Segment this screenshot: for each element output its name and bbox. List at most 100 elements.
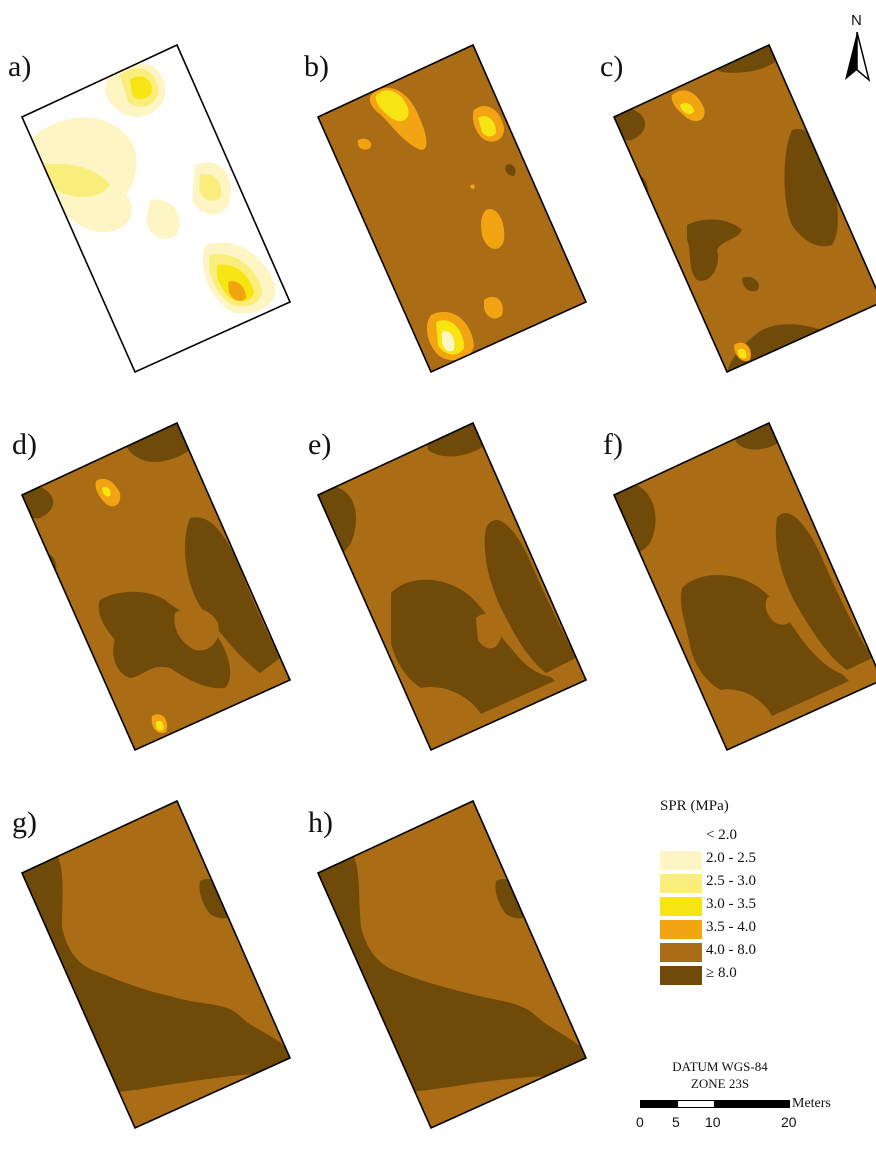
scale-segment-black-1 <box>640 1100 678 1108</box>
legend-swatch <box>660 828 702 847</box>
spr-zone-ge8 <box>22 487 54 519</box>
spr-zone-ge8 <box>98 591 231 689</box>
legend-label: 4.0 - 8.0 <box>706 942 756 958</box>
scale-segment-black-2 <box>714 1100 790 1108</box>
spr-zone-ge8 <box>687 219 742 281</box>
spr-zone-c40_80 <box>238 676 265 690</box>
scale-tick-0: 0 <box>636 1114 644 1130</box>
legend-swatch <box>660 966 702 985</box>
legend-label: 2.0 - 2.5 <box>706 850 756 866</box>
legend-swatch <box>660 897 702 916</box>
spr-zone-c20_25 <box>146 199 180 239</box>
spr-zone-ge8 <box>680 575 860 716</box>
spr-zone-c30_35 <box>737 348 747 359</box>
datum-line-2: ZONE 23S <box>690 1076 750 1091</box>
north-arrow: N <box>840 12 876 84</box>
spr-zone-c40_80 <box>174 607 219 651</box>
map-panel-d <box>20 421 292 752</box>
spr-zone-c40_80 <box>548 670 568 682</box>
map-panel-f <box>612 421 876 752</box>
spr-zone-c40_80 <box>842 671 860 682</box>
legend-swatch <box>660 874 702 893</box>
legend-item: ≥ 8.0 <box>660 965 800 987</box>
spr-zone-c40_80 <box>765 594 794 625</box>
spr-zone-c30_35 <box>680 102 694 114</box>
north-letter: N <box>851 12 862 29</box>
scale-bar: Meters 0 5 10 20 <box>636 1096 840 1136</box>
spr-zone-c35_40 <box>228 281 246 301</box>
spr-zone-ge8 <box>505 164 516 176</box>
spr-zone-ge8 <box>742 276 759 292</box>
legend-item: 3.5 - 4.0 <box>660 919 800 941</box>
spr-zone-ge8 <box>709 45 777 73</box>
spr-zone-c25_30 <box>43 163 111 197</box>
spr-zone-ge8 <box>391 579 561 714</box>
spr-zone-c25_30 <box>199 174 222 201</box>
map-base-fill <box>614 45 876 372</box>
legend-item: 3.0 - 3.5 <box>660 896 800 918</box>
scale-tick-5: 5 <box>672 1114 680 1130</box>
spr-zone-c35_40 <box>470 184 475 189</box>
legend-swatch <box>660 851 702 870</box>
spr-zone-c30_35 <box>478 115 496 137</box>
map-panel-a <box>20 43 292 374</box>
map-border <box>612 43 876 374</box>
map-border <box>612 421 876 752</box>
panel-label: g) <box>12 806 37 839</box>
spr-zone-ge8 <box>727 324 822 372</box>
scale-segment-white <box>677 1100 715 1108</box>
map-border <box>316 799 588 1130</box>
spr-zone-c30_35 <box>375 90 409 122</box>
map-border <box>316 421 588 752</box>
spr-zone-c20_25 <box>442 331 455 352</box>
spr-zone-ge8 <box>185 517 280 673</box>
spr-zone-ge8 <box>484 520 576 673</box>
legend-label: 3.0 - 3.5 <box>706 896 756 912</box>
spr-zone-c35_40 <box>484 296 503 319</box>
map-border <box>20 799 292 1130</box>
legend-label: < 2.0 <box>706 827 737 843</box>
spr-zone-c35_40 <box>481 209 505 250</box>
legend-item: < 2.0 <box>660 827 800 849</box>
legend-swatch <box>660 943 702 962</box>
legend-item: 4.0 - 8.0 <box>660 942 800 964</box>
legend-label: 2.5 - 3.0 <box>706 873 756 889</box>
map-panel-e <box>316 421 588 752</box>
north-arrow-icon <box>845 31 871 83</box>
panel-label: a) <box>8 50 32 83</box>
map-border <box>316 43 588 374</box>
spr-zone-ge8 <box>614 109 646 141</box>
spr-zone-c30_35 <box>102 487 111 497</box>
map-panel-g <box>20 799 292 1130</box>
panel-label: h) <box>308 806 333 839</box>
map-panel-c <box>612 43 876 374</box>
map-border <box>20 421 292 752</box>
map-base-fill <box>318 45 586 372</box>
legend-label: 3.5 - 4.0 <box>706 919 756 935</box>
map-panel-h <box>316 799 588 1130</box>
spr-zone-c30_35 <box>130 76 152 100</box>
panel-label: e) <box>308 428 332 461</box>
panel-label: d) <box>12 428 37 461</box>
legend-item: 2.5 - 3.0 <box>660 873 800 895</box>
spr-zone-c30_35 <box>155 720 164 731</box>
panel-label: b) <box>304 50 329 83</box>
spr-zone-c40_80 <box>476 614 501 649</box>
map-border <box>20 43 292 374</box>
scale-tick-20: 20 <box>781 1114 797 1130</box>
datum-line-1: DATUM WGS-84 <box>672 1059 768 1074</box>
map-panel-b <box>316 43 588 374</box>
legend-item: 2.0 - 2.5 <box>660 850 800 872</box>
spr-zone-ge8 <box>775 512 872 670</box>
datum-text: DATUM WGS-84 ZONE 23S <box>650 1058 790 1092</box>
panel-label: f) <box>603 428 623 461</box>
spr-zone-c35_40 <box>357 138 372 150</box>
scale-tick-10: 10 <box>705 1114 721 1130</box>
legend-swatch <box>660 920 702 939</box>
legend-label: ≥ 8.0 <box>706 965 737 981</box>
legend-title: SPR (MPa) <box>660 798 729 814</box>
panel-label: c) <box>600 50 624 83</box>
spr-zone-c35_40 <box>420 815 428 823</box>
scale-unit: Meters <box>792 1096 831 1111</box>
